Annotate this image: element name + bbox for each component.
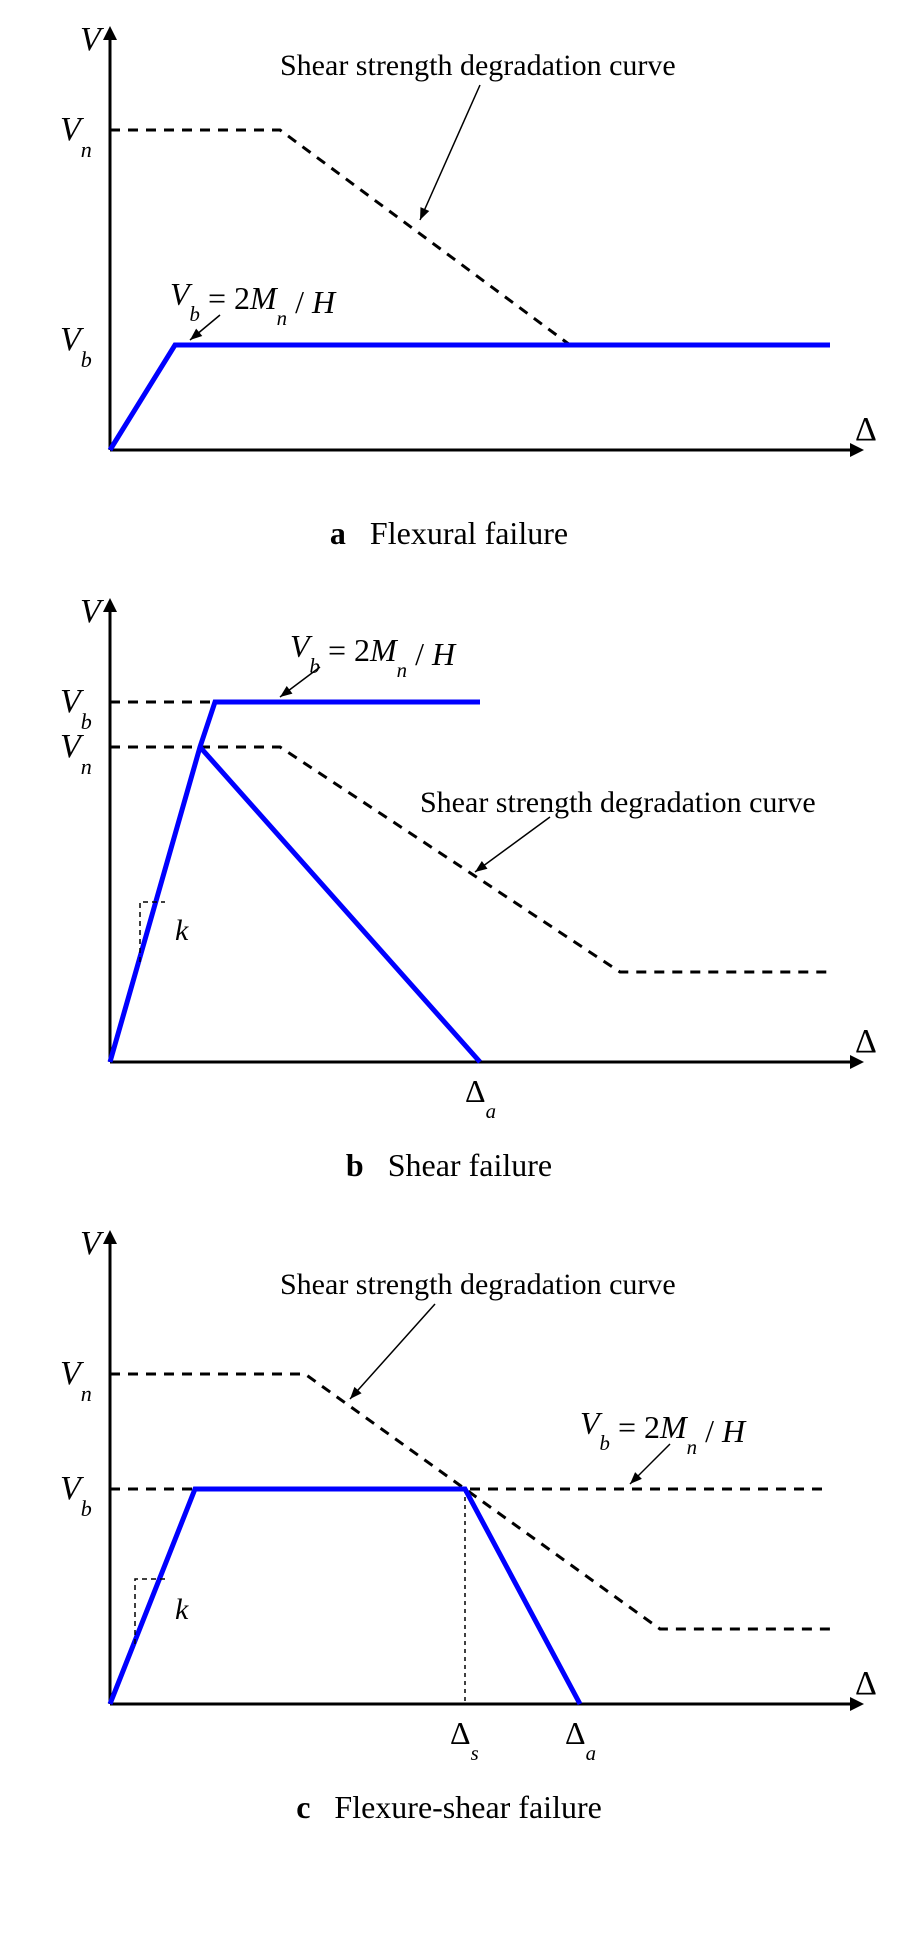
svg-text:Vb: Vb	[60, 1470, 92, 1521]
caption-b-letter: b	[346, 1147, 364, 1183]
panel-c-svg: V Δ Vn Vb Δs Δa k Shear strength degradation cu…	[20, 1224, 878, 1784]
svg-text:Shear strength degradation cur: Shear strength degradation curve	[280, 49, 676, 82]
svg-text:Vb: Vb	[60, 321, 92, 372]
svg-text:Δ: Δ	[855, 1023, 877, 1060]
svg-text:Δ: Δ	[855, 1665, 877, 1702]
svg-text:Δa: Δa	[465, 1073, 496, 1123]
svg-text:V: V	[80, 593, 105, 630]
caption-b-text2: Shear failure	[388, 1147, 552, 1183]
svg-text:V: V	[80, 21, 105, 58]
svg-text:Vb: Vb	[60, 683, 92, 734]
svg-text:Shear strength degradation cur: Shear strength degradation curve	[420, 786, 816, 819]
caption-c-letter: c	[296, 1789, 310, 1825]
svg-text:k: k	[175, 914, 189, 947]
caption-a-letter: a	[330, 515, 346, 551]
svg-text:Δa: Δa	[565, 1715, 596, 1765]
caption-c: c Flexure-shear failure	[20, 1789, 878, 1826]
svg-text:V: V	[80, 1225, 105, 1262]
figure-container: VΔVnVbShear strength degradation curveVb…	[20, 20, 878, 1826]
svg-text:Vn: Vn	[60, 111, 92, 162]
caption-a-text	[354, 515, 370, 551]
panel-c: V Δ Vn Vb Δs Δa k Shear strength degradation cu…	[20, 1224, 878, 1826]
svg-text:Vb = 2Mn / H: Vb = 2Mn / H	[290, 628, 457, 682]
caption-b: b Shear failure	[20, 1147, 878, 1184]
caption-c-text	[318, 1789, 334, 1825]
caption-a-text2: Flexural failure	[370, 515, 568, 551]
svg-text:Shear strength degradation cur: Shear strength degradation curve	[280, 1268, 676, 1301]
svg-text:Δ: Δ	[855, 411, 877, 448]
svg-text:k: k	[175, 1593, 189, 1626]
caption-a: a Flexural failure	[20, 515, 878, 552]
svg-text:Vb = 2Mn / H: Vb = 2Mn / H	[170, 276, 337, 330]
caption-b-text	[372, 1147, 388, 1183]
caption-c-text2: Flexure-shear failure	[334, 1789, 601, 1825]
panel-b: V Δ VbVn Δa k Vb = 2Mn / H Shear strength degr…	[20, 592, 878, 1184]
panel-a: V Δ Vn Vb Shear strength degradation curve Vb…	[20, 20, 878, 552]
svg-text:Vn: Vn	[60, 1355, 92, 1406]
panel-a-svg: V Δ Vn Vb Shear strength degradation curve Vb…	[20, 20, 878, 510]
svg-text:Δs: Δs	[450, 1715, 479, 1765]
svg-text:Vn: Vn	[60, 728, 92, 779]
panel-b-svg: V Δ VbVn Δa k Vb = 2Mn / H Shear strength degr…	[20, 592, 878, 1142]
